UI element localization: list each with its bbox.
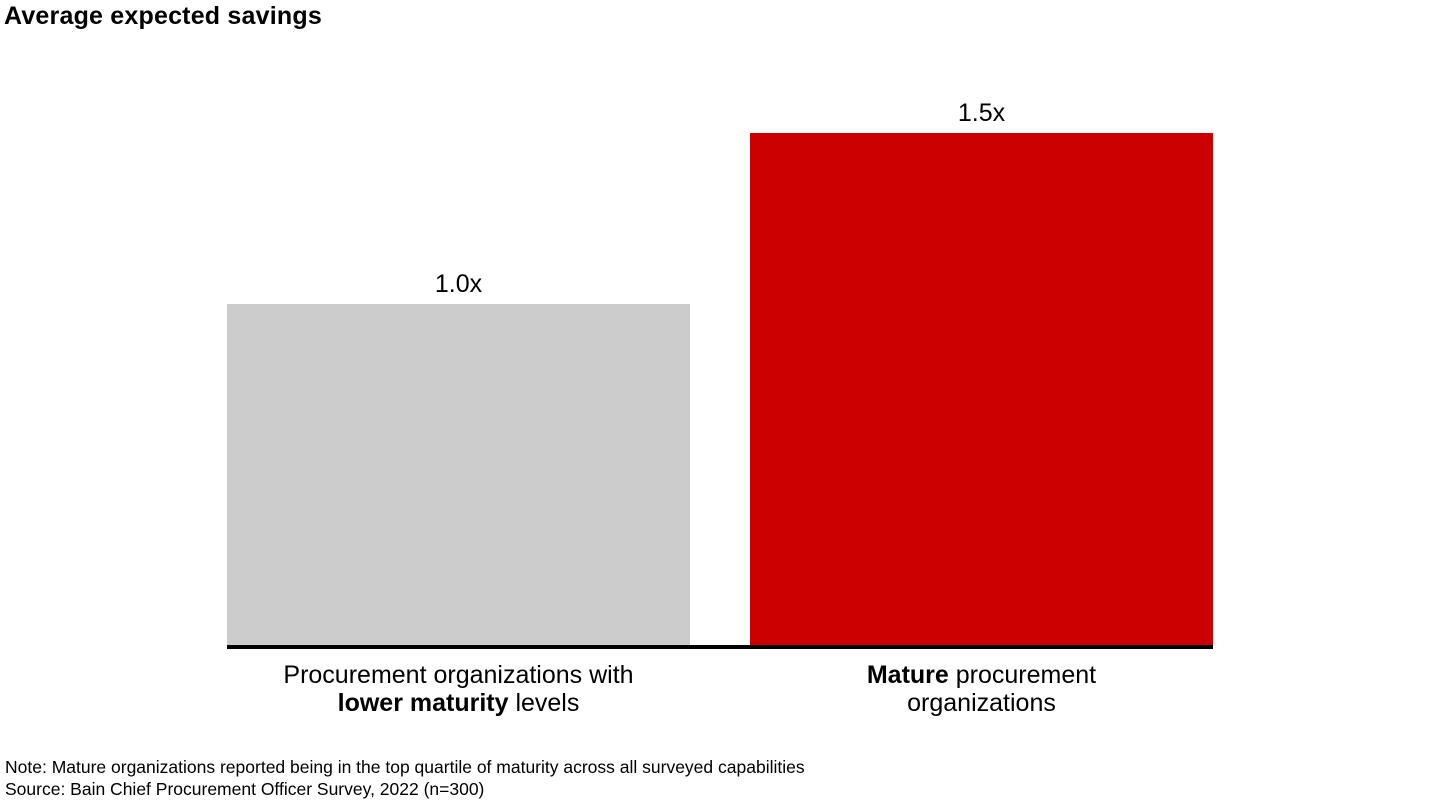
x-axis-label-lower-maturity: Procurement organizations with lower matu…: [227, 661, 690, 717]
x-label-text: levels: [508, 689, 580, 717]
bar-group-mature: 1.5x: [750, 99, 1213, 645]
x-axis-label-mature: Mature procurement organizations: [750, 661, 1213, 717]
x-label-text: organizations: [907, 689, 1056, 717]
x-label-text-bold: Mature: [866, 661, 949, 689]
x-label-text: procurement: [948, 661, 1097, 689]
source-text: Source: Bain Chief Procurement Officer S…: [5, 779, 485, 799]
x-label-text: Procurement organizations with: [283, 661, 634, 689]
bar-value-label-lower-maturity: 1.0x: [434, 270, 483, 298]
bar-lower-maturity: [227, 304, 690, 645]
x-label-text-bold: lower maturity: [337, 689, 509, 717]
bar-group-lower-maturity: 1.0x: [227, 270, 690, 645]
x-axis-line: [227, 645, 1213, 649]
bar-mature: [750, 133, 1213, 645]
bar-value-label-mature: 1.5x: [957, 99, 1006, 127]
chart-title: Average expected savings: [4, 2, 322, 30]
note-text: Note: Mature organizations reported bein…: [5, 757, 805, 777]
footnotes: Note: Mature organizations reported bein…: [5, 756, 805, 800]
